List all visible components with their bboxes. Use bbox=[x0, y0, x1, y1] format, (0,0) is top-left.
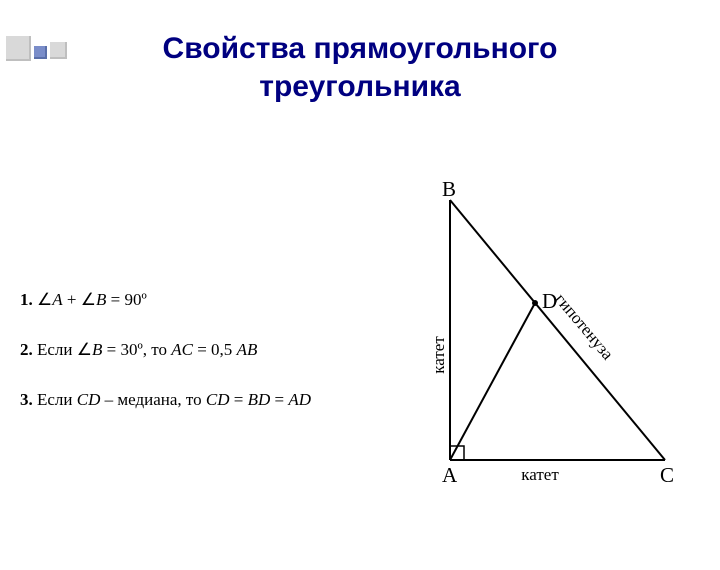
decorative-squares bbox=[6, 36, 86, 81]
property-number: 1. bbox=[20, 290, 33, 309]
properties-list: 1. ∠A + ∠B = 90º 2. Если ∠B = 30º, то AC … bbox=[20, 290, 410, 440]
title-line-1: Свойства прямоугольного bbox=[0, 30, 720, 68]
svg-text:A: A bbox=[442, 463, 458, 487]
svg-text:гипотенуза: гипотенуза bbox=[551, 290, 617, 364]
property-text: Если ∠B = 30º, то AC = 0,5 AB bbox=[37, 340, 257, 359]
svg-text:C: C bbox=[660, 463, 674, 487]
svg-text:B: B bbox=[442, 180, 456, 201]
svg-text:катет: катет bbox=[521, 465, 559, 484]
title-line-2: треугольника bbox=[0, 68, 720, 106]
page-title: Свойства прямоугольного треугольника bbox=[0, 30, 720, 105]
property-2: 2. Если ∠B = 30º, то AC = 0,5 AB bbox=[20, 340, 410, 360]
property-number: 3. bbox=[20, 390, 33, 409]
property-3: 3. Если CD – медиана, то CD = BD = AD bbox=[20, 390, 410, 410]
content-area: 1. ∠A + ∠B = 90º 2. Если ∠B = 30º, то AC … bbox=[0, 210, 720, 550]
property-number: 2. bbox=[20, 340, 33, 359]
svg-text:катет: катет bbox=[429, 336, 448, 374]
property-text: ∠A + ∠B = 90º bbox=[37, 290, 147, 309]
property-1: 1. ∠A + ∠B = 90º bbox=[20, 290, 410, 310]
triangle-diagram: ABCDкатеткатетгипотенуза bbox=[420, 180, 690, 505]
property-text: Если CD – медиана, то CD = BD = AD bbox=[37, 390, 311, 409]
